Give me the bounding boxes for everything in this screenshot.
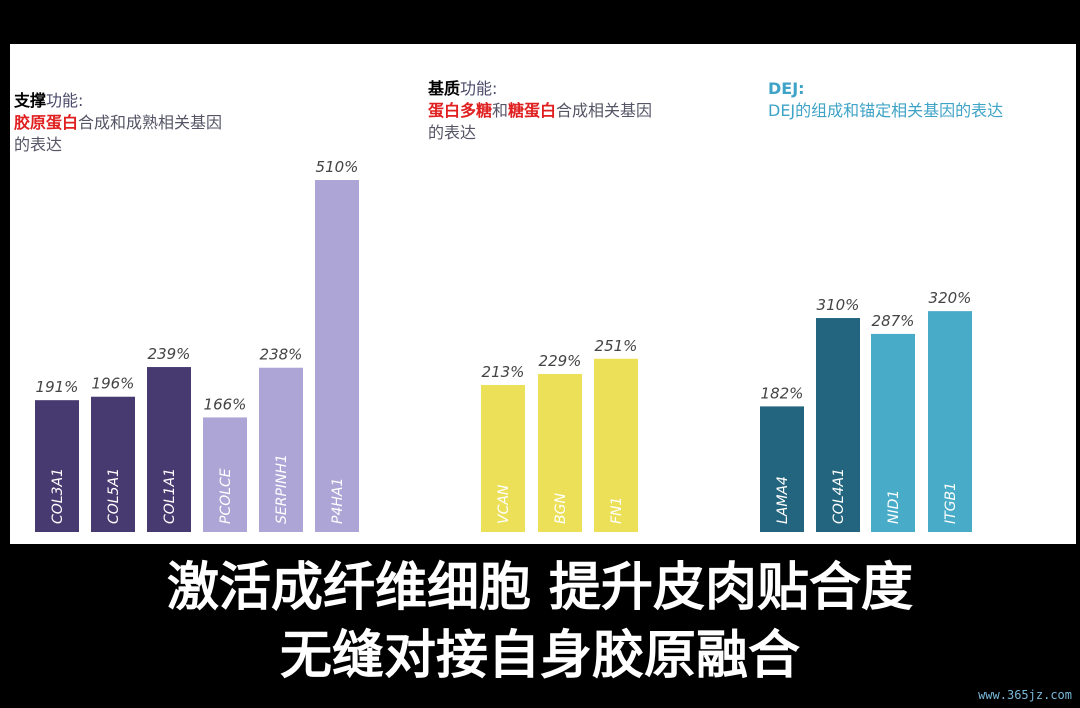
bar-serpinh1 — [259, 367, 303, 532]
category-label-vcan: VCAN — [496, 484, 512, 524]
bar-bgn — [538, 373, 582, 532]
value-label-col4a1: 310% — [817, 296, 860, 314]
bar-lama4 — [760, 406, 804, 532]
watermark: www.365jz.com — [978, 688, 1072, 702]
caption-line2: 无缝对接自身胶原融合 — [279, 626, 800, 686]
group-title-matrix-rest: 合成相关基因 — [556, 101, 653, 120]
bar-fn1 — [594, 358, 638, 532]
group-title-support-line3: 的表达 — [14, 135, 63, 154]
value-label-nid1: 287% — [872, 312, 915, 330]
value-label-pcolce: 166% — [204, 395, 247, 413]
group-title-dej-line1: DEJ: — [768, 79, 805, 98]
value-label-fn1: 251% — [595, 337, 638, 355]
bar-p4ha1 — [315, 180, 359, 532]
value-label-bgn: 229% — [539, 352, 582, 370]
category-label-col3a1: COL3A1 — [50, 468, 66, 524]
category-label-col4a1: COL4A1 — [831, 468, 847, 524]
bar-col3a1 — [35, 400, 79, 532]
bar-nid1 — [871, 333, 915, 532]
group-title-support-light: 功能: — [46, 91, 84, 110]
group-title-matrix: 基质功能: 蛋白多糖和糖蛋白合成相关基因 的表达 — [428, 78, 652, 144]
value-label-col5a1: 196% — [92, 375, 135, 393]
value-label-col3a1: 191% — [36, 378, 79, 396]
category-label-p4ha1: P4HA1 — [330, 478, 346, 524]
group-title-support-strong: 支撑 — [14, 91, 47, 110]
category-label-col5a1: COL5A1 — [106, 468, 122, 524]
bar-col4a1 — [816, 318, 860, 532]
group-title-support: 支撑功能: 胶原蛋白合成和成熟相关基因 的表达 — [14, 90, 222, 156]
bar-col1a1 — [147, 367, 191, 532]
group-title-matrix-red1: 蛋白多糖 — [428, 101, 493, 120]
category-label-pcolce: PCOLCE — [218, 468, 234, 524]
group-title-dej-line2: DEJ的组成和锚定相关基因的表达 — [768, 101, 1004, 120]
bar-chart: 191% COL3A1 196% COL5A1 239% COL1A1 166% PCOLCE… — [35, 158, 972, 532]
value-label-serpinh1: 238% — [260, 346, 303, 364]
category-label-serpinh1: SERPINH1 — [274, 454, 290, 524]
category-label-bgn: BGN — [553, 493, 569, 524]
value-label-vcan: 213% — [482, 363, 525, 381]
group-title-matrix-strong: 基质 — [428, 79, 461, 98]
group-title-dej: DEJ: DEJ的组成和锚定相关基因的表达 — [768, 78, 1003, 122]
group-title-support-rest: 合成和成熟相关基因 — [78, 113, 223, 132]
category-label-itgb1: ITGB1 — [943, 482, 959, 524]
group-title-matrix-red2: 糖蛋白 — [508, 101, 557, 120]
chart-panel: 191% COL3A1 196% COL5A1 239% COL1A1 166% PCOLCE… — [10, 44, 1076, 544]
group-title-matrix-mid: 和 — [492, 101, 509, 120]
category-label-fn1: FN1 — [609, 497, 625, 524]
category-label-col1a1: COL1A1 — [162, 468, 178, 524]
value-label-lama4: 182% — [761, 384, 804, 402]
group-title-matrix-line3: 的表达 — [428, 123, 477, 142]
value-label-col1a1: 239% — [148, 345, 191, 363]
caption-line1: 激活成纤维细胞 提升皮肉贴合度 — [166, 558, 914, 618]
category-label-lama4: LAMA4 — [775, 476, 791, 524]
category-label-nid1: NID1 — [886, 490, 902, 524]
value-label-itgb1: 320% — [929, 289, 972, 307]
bar-col5a1 — [91, 396, 135, 532]
bar-vcan — [481, 384, 525, 532]
value-label-p4ha1: 510% — [316, 158, 359, 176]
group-title-matrix-light: 功能: — [460, 79, 498, 98]
bar-itgb1 — [928, 311, 972, 532]
bar-pcolce — [203, 417, 247, 532]
group-title-support-red: 胶原蛋白 — [14, 113, 79, 132]
